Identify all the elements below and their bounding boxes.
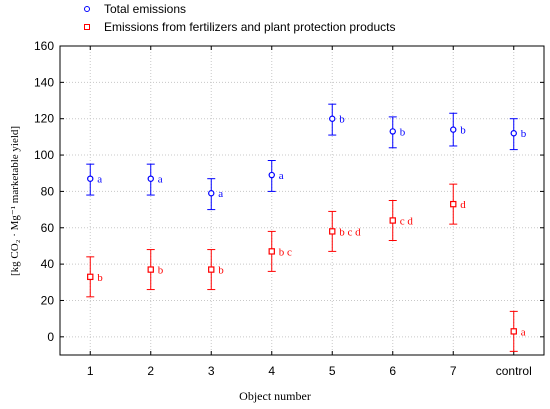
y-tick-label: 0 (47, 330, 54, 344)
x-tick-label: 2 (147, 364, 154, 378)
significance-label: b (97, 272, 103, 284)
x-tick-label: control (496, 364, 532, 378)
y-axis-label: [kg CO₂ · Mg⁻¹ marketable yield] (9, 126, 21, 276)
data-point (450, 200, 457, 208)
legend-marker-fertilizers (84, 24, 90, 30)
y-tick-label: 20 (41, 293, 55, 307)
data-point (389, 128, 396, 135)
significance-label: b c (279, 246, 292, 258)
significance-label: a (158, 174, 163, 186)
data-point (147, 175, 154, 182)
y-tick-label: 120 (34, 112, 54, 126)
data-point (208, 266, 215, 273)
y-tick-label: 100 (34, 148, 54, 162)
y-tick-label: 80 (41, 184, 55, 198)
x-tick-label: 5 (329, 364, 336, 378)
significance-label: a (279, 170, 284, 182)
series-1: b b b b c b c d c d d a (86, 183, 526, 352)
grid-lines (60, 45, 544, 355)
data-point (510, 328, 517, 335)
data-point (268, 171, 275, 179)
data-point (268, 248, 275, 255)
x-tick-label: 6 (389, 364, 396, 378)
significance-label: a (218, 188, 223, 200)
data-point (87, 273, 94, 281)
data-point (450, 126, 457, 133)
y-tick-label: 60 (41, 221, 55, 235)
significance-label: b c d (339, 226, 361, 238)
data-point (510, 130, 517, 137)
y-tick-label: 40 (41, 257, 55, 271)
significance-label: b (460, 125, 466, 137)
data-point (208, 190, 215, 197)
data-point (329, 228, 336, 235)
significance-label: b (521, 128, 527, 140)
plot-frame (59, 45, 545, 356)
x-tick-label: 3 (208, 364, 215, 378)
axis-ticks: 0 20 40 60 80 100 120 140 160 1 2 3 4 5 6 7 control (34, 39, 544, 378)
x-tick-label: 4 (268, 364, 275, 378)
significance-label: a (97, 174, 102, 186)
series-0: a a a a b b b b (86, 103, 527, 211)
significance-label: d (460, 199, 466, 211)
legend-label-fertilizers: Emissions from fertilizers and plant pro… (104, 20, 395, 34)
significance-label: b (218, 265, 224, 277)
significance-label: b (400, 126, 406, 138)
significance-label: b (158, 265, 164, 277)
legend-label-total: Total emissions (104, 2, 186, 16)
legend-marker-total (84, 6, 90, 12)
x-axis-label: Object number (239, 389, 311, 403)
x-tick-label: 1 (87, 364, 94, 378)
data-point (389, 217, 396, 224)
y-tick-label: 160 (34, 39, 54, 53)
significance-label: a (521, 326, 526, 338)
data-point (87, 175, 94, 182)
y-tick-label: 140 (34, 75, 54, 89)
data-point (147, 266, 154, 273)
data-point (329, 115, 336, 122)
significance-label: c d (400, 215, 414, 227)
series-layer: a a a a b b b b b b b b c b c d c d d a (86, 103, 527, 352)
legend: Total emissions Emissions from fertilize… (84, 2, 395, 34)
x-tick-label: 7 (450, 364, 457, 378)
significance-label: b (339, 114, 345, 126)
